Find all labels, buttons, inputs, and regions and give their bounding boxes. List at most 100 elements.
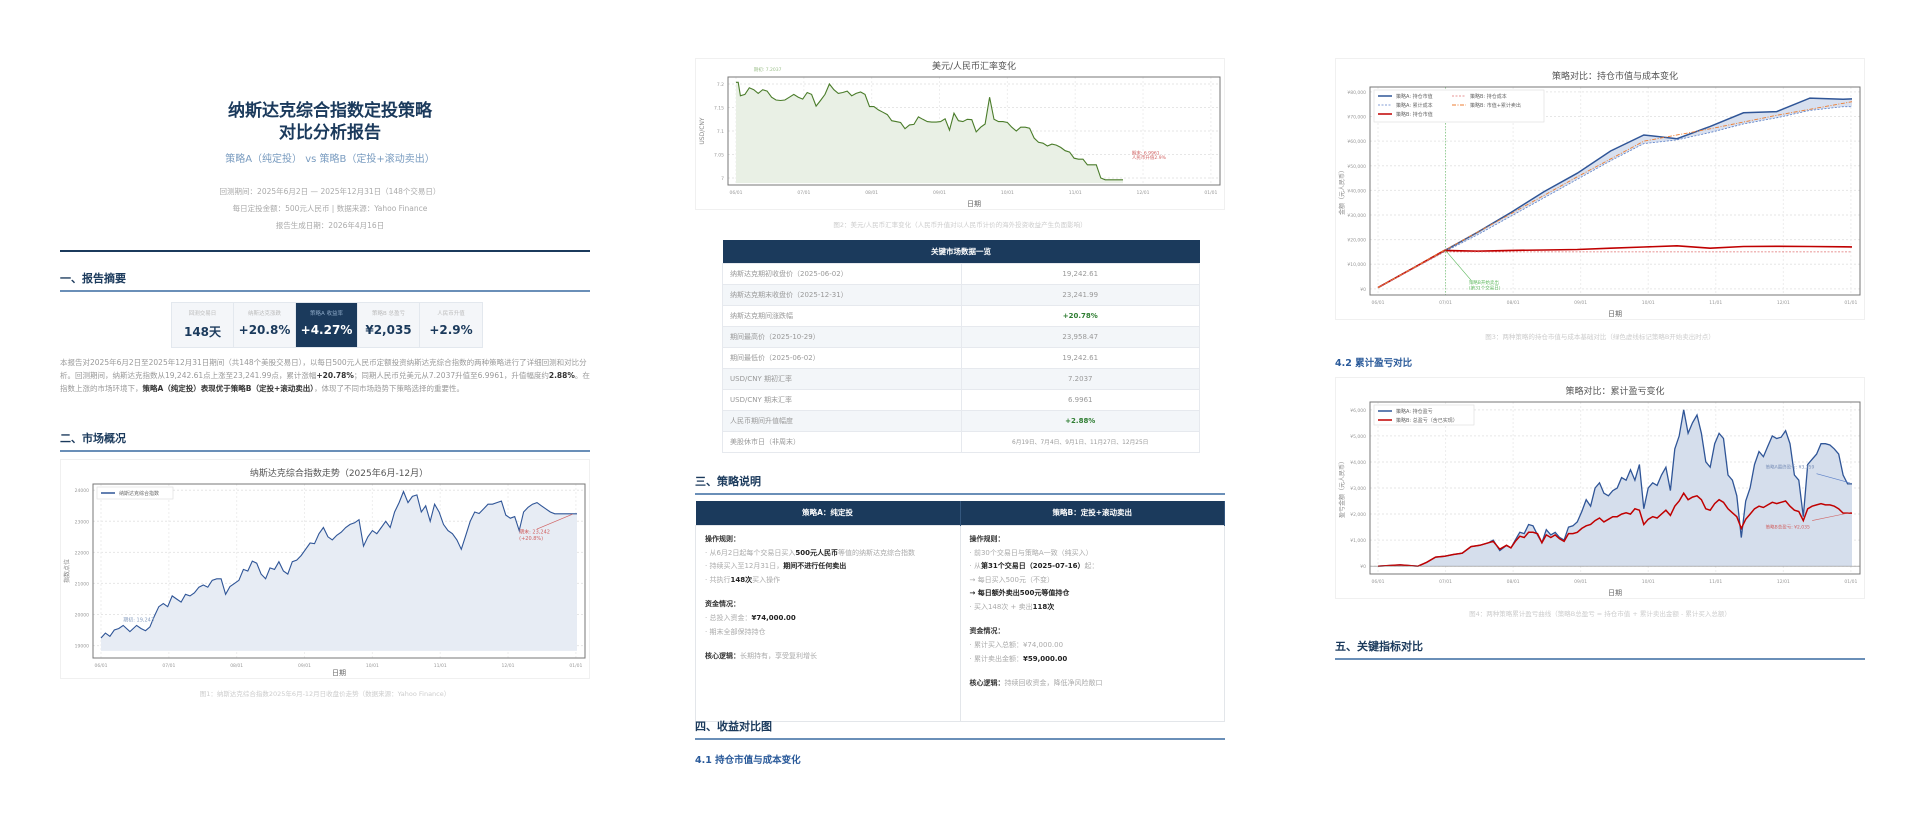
section-heading-market: 二、市场概况 [60, 430, 590, 452]
section-heading-returns: 四、收益对比图 [695, 718, 1225, 740]
svg-text:¥6,000: ¥6,000 [1350, 408, 1366, 414]
svg-text:策略B开始卖出: 策略B开始卖出 [1469, 279, 1500, 286]
strategy-a-cell: 操作规则： · 从6月2日起每个交易日买入500元人民币等值的纳斯达克综合指数 … [695, 524, 961, 722]
table-row: 期间最高价（2025-10-29） 23,958.47 [722, 325, 1200, 348]
figure-4-caption: 图4：两种策略累计盈亏曲线（策略B总盈亏 = 持仓市值 + 累计卖出金额 - 累… [1469, 610, 1731, 618]
table-row: 期间最低价（2025-06-02） 19,242.61 [722, 346, 1200, 369]
svg-text:07/01: 07/01 [797, 190, 810, 196]
report-page-3: 策略对比：持仓市值与成本变化 ¥0 ¥10,000 ¥20,000 ¥30,000 ¥40… [1335, 0, 1875, 820]
list-item: → 每日买入500元（不变） [969, 575, 1054, 584]
svg-text:06/01: 06/01 [1372, 300, 1385, 306]
usdcny-chart: 美元/人民币汇率变化 7 7.05 7.1 7.15 7.2 06/01 07/01 08/01… [695, 58, 1225, 210]
svg-text:(+20.8%): (+20.8%) [519, 536, 543, 542]
section-heading-strategy: 三、策略说明 [695, 473, 1225, 495]
svg-text:09/01: 09/01 [298, 663, 311, 669]
backtest-period: 回测期间：2025年6月2日 — 2025年12月31日（148个交易日） [219, 187, 441, 196]
svg-text:策略B: 市值+累计卖出: 策略B: 市值+累计卖出 [1470, 102, 1521, 109]
svg-text:19000: 19000 [75, 644, 89, 650]
svg-text:08/01: 08/01 [1507, 300, 1520, 306]
table-row: 纳斯达克期间涨跌幅 +20.78% [722, 304, 1200, 327]
svg-text:11/01: 11/01 [434, 663, 447, 669]
svg-text:08/01: 08/01 [230, 663, 243, 669]
svg-text:09/01: 09/01 [1574, 579, 1587, 585]
svg-text:日期: 日期 [1608, 310, 1622, 318]
list-item: · 共执行148次买入操作 [705, 575, 781, 584]
svg-text:10/01: 10/01 [1642, 579, 1655, 585]
svg-text:期末: 23,242: 期末: 23,242 [519, 529, 550, 536]
svg-text:01/01: 01/01 [569, 663, 582, 669]
svg-text:7: 7 [721, 176, 724, 182]
section-heading-summary: 一、报告摘要 [60, 270, 590, 292]
svg-text:7.1: 7.1 [717, 129, 724, 135]
report-title-line2: 对比分析报告 [279, 123, 381, 143]
core-logic-b: 核心逻辑：持续回收资金，降低净风险敞口 [969, 679, 1103, 687]
svg-text:12/01: 12/01 [1777, 579, 1790, 585]
svg-text:08/01: 08/01 [865, 190, 878, 196]
svg-text:(第31个交易日): (第31个交易日) [1469, 284, 1501, 291]
svg-text:06/01: 06/01 [730, 190, 743, 196]
list-item: · 持续买入至12月31日，期间不进行任何卖出 [705, 562, 847, 570]
svg-text:期初: 7.2037: 期初: 7.2037 [754, 66, 782, 73]
svg-text:¥30,000: ¥30,000 [1347, 213, 1366, 219]
svg-text:期末: 6.9961: 期末: 6.9961 [1132, 149, 1160, 156]
svg-text:日期: 日期 [967, 200, 981, 208]
figure-2-caption: 图2：美元/人民币汇率变化（人民币升值对以人民币计价的海外投资收益产生负面影响） [833, 221, 1087, 229]
list-item: · 累计买入总额：¥74,000.00 [969, 641, 1064, 649]
table-row: USD/CNY 期初汇率 7.2037 [722, 367, 1200, 390]
svg-text:01/01: 01/01 [1844, 579, 1857, 585]
svg-text:日期: 日期 [332, 669, 346, 677]
svg-text:11/01: 11/01 [1709, 579, 1722, 585]
report-title: 纳斯达克综合指数定投策略 对比分析报告 [60, 100, 600, 144]
svg-text:¥0: ¥0 [1360, 564, 1366, 570]
table-row: 人民币期间升值幅度 +2.88% [722, 409, 1200, 432]
figure-3-caption: 图3：两种策略的持仓市值与成本基础对比（绿色虚线标记策略B开始卖出时点） [1485, 333, 1715, 341]
svg-text:¥5,000: ¥5,000 [1350, 434, 1366, 440]
svg-text:¥40,000: ¥40,000 [1347, 188, 1366, 194]
list-item: · 期末全部保持持仓 [705, 627, 766, 636]
svg-text:08/01: 08/01 [1507, 579, 1520, 585]
kpi-nasdaq-change: 纳斯达克涨跌 +20.8% [234, 303, 296, 347]
svg-text:24000: 24000 [75, 488, 89, 494]
strategy-b-cell: 操作规则： · 前30个交易日与策略A一致（纯买入） · 从第31个交易日（20… [959, 524, 1225, 722]
nasdaq-chart: 纳斯达克综合指数走势（2025年6月-12月） 19000 20000 21000 22… [60, 459, 590, 679]
holdings-line-chart: 策略对比：持仓市值与成本变化 ¥0 ¥10,000 ¥20,000 ¥30,000 ¥40… [1338, 70, 1861, 318]
svg-text:12/01: 12/01 [502, 663, 515, 669]
svg-text:策略B: 总盈亏（含已实现）: 策略B: 总盈亏（含已实现） [1396, 417, 1458, 424]
svg-text:06/01: 06/01 [95, 663, 108, 669]
svg-text:金额（元人民币）: 金额（元人民币） [1338, 167, 1346, 215]
strategy-b-header: 策略B：定投+滚动卖出 [960, 501, 1225, 525]
svg-text:12/01: 12/01 [1137, 190, 1150, 196]
kpi-rmb-appreciation: 人民币升值 +2.9% [429, 311, 473, 337]
svg-text:策略B: 持仓市值: 策略B: 持仓市值 [1396, 111, 1433, 118]
svg-text:策略对比：累计盈亏变化: 策略对比：累计盈亏变化 [1565, 385, 1664, 397]
strategy-table: 策略A：纯定投 策略B：定投+滚动卖出 操作规则： · 从6月2日起每个交易日买… [695, 501, 1225, 722]
table-row: 纳斯达克期末收盘价（2025-12-31） 23,241.99 [722, 283, 1200, 306]
report-title-block: 纳斯达克综合指数定投策略 对比分析报告 策略A（纯定投） vs 策略B（定投+滚… [60, 100, 600, 234]
svg-text:23000: 23000 [75, 519, 89, 525]
investment-source: 每日定投金额：500元人民币 | 数据来源：Yahoo Finance [232, 204, 428, 213]
svg-text:¥3,000: ¥3,000 [1350, 486, 1366, 492]
market-data-table: 关键市场数据一览 纳斯达克期初收盘价（2025-06-02） 19,242.61 … [722, 240, 1200, 453]
svg-text:¥2,000: ¥2,000 [1350, 512, 1366, 518]
svg-text:策略B总盈亏: ¥2,035: 策略B总盈亏: ¥2,035 [1766, 523, 1810, 530]
market-table-header: 关键市场数据一览 [722, 240, 1200, 263]
svg-text:07/01: 07/01 [162, 663, 175, 669]
svg-text:01/01: 01/01 [1844, 300, 1857, 306]
svg-text:07/01: 07/01 [1439, 300, 1452, 306]
svg-text:11/01: 11/01 [1709, 300, 1722, 306]
svg-text:盈亏金额（元人民币）: 盈亏金额（元人民币） [1338, 458, 1346, 518]
svg-text:01/01: 01/01 [1204, 190, 1217, 196]
svg-text:¥70,000: ¥70,000 [1347, 115, 1366, 121]
svg-text:¥10,000: ¥10,000 [1347, 262, 1366, 268]
title-divider [60, 250, 590, 252]
svg-text:12/01: 12/01 [1777, 300, 1790, 306]
svg-text:7.05: 7.05 [714, 152, 724, 158]
subsection-heading-4-1: 4.1 持仓市值与成本变化 [695, 755, 801, 766]
svg-text:07/01: 07/01 [1439, 579, 1452, 585]
report-subtitle: 策略A（纯定投） vs 策略B（定投+滚动卖出） [225, 154, 435, 165]
pnl-area-chart: 策略对比：累计盈亏变化 ¥0 ¥1,000 ¥2,000 ¥3,000 ¥4,000 ¥5,… [1338, 385, 1861, 597]
svg-text:11/01: 11/01 [1069, 190, 1082, 196]
svg-text:策略对比：持仓市值与成本变化: 策略对比：持仓市值与成本变化 [1552, 70, 1678, 82]
report-title-line1: 纳斯达克综合指数定投策略 [228, 101, 432, 121]
svg-text:指数点位: 指数点位 [63, 559, 71, 583]
